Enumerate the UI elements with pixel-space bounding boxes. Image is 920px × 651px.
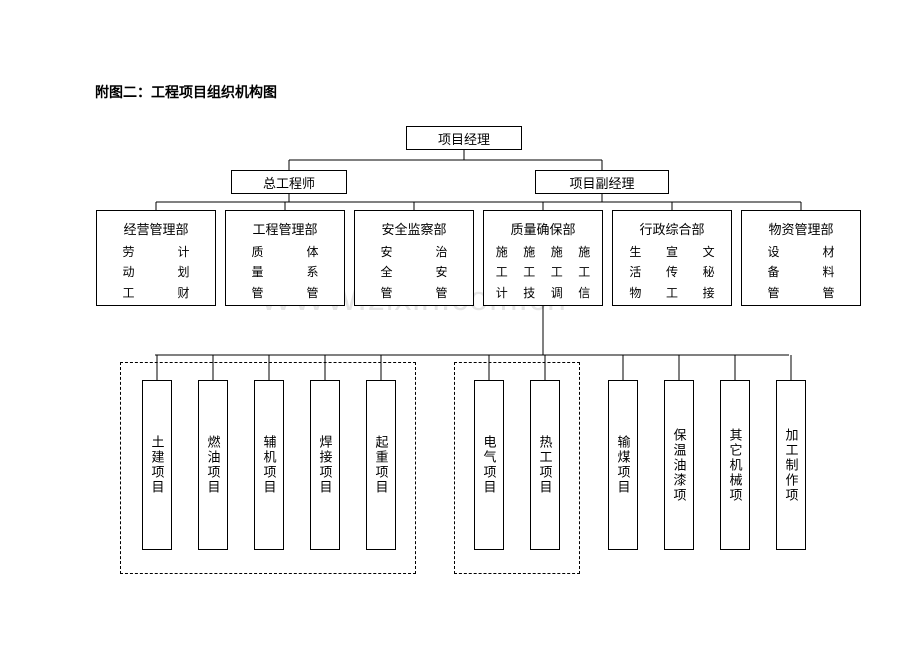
dept-cols: 施 工 计施 工 技施 工 调施 工 信: [484, 242, 602, 309]
dept-box-2: 安全监察部安 全 管 治 安 管: [354, 210, 474, 306]
dept-col: 生 活 物: [628, 242, 642, 303]
dept-col: 施 工 计: [495, 242, 509, 303]
node-l2a: 总工程师: [231, 170, 347, 194]
dept-col: 宣 传 工: [665, 242, 679, 303]
dept-cols: 质 量 管体 系 管: [226, 242, 344, 309]
project-box-9: 其它机械项: [720, 380, 750, 550]
dept-col: 治 安 管: [435, 242, 449, 303]
dept-col: 设 备 管: [767, 242, 781, 303]
project-box-8: 保温油漆项: [664, 380, 694, 550]
dept-title: 安全监察部: [355, 211, 473, 242]
project-box-7: 输煤项目: [608, 380, 638, 550]
dept-title: 物资管理部: [742, 211, 860, 242]
node-l2b: 项目副经理: [535, 170, 669, 194]
project-box-10: 加工制作项: [776, 380, 806, 550]
dept-col: 文 秘 接: [702, 242, 716, 303]
org-chart-page: 附图二：工程项目组织机构图 WWW.zixin.com.cn 项目经理总工程师项…: [0, 0, 920, 651]
dept-col: 施 工 信: [577, 242, 591, 303]
dept-box-0: 经营管理部劳 动 工 计 划 财: [96, 210, 216, 306]
dept-cols: 设 备 管材 料 管: [742, 242, 860, 309]
dept-title: 经营管理部: [97, 211, 215, 242]
dept-col: 质 量 管: [251, 242, 265, 303]
dept-box-5: 物资管理部设 备 管 材 料 管: [741, 210, 861, 306]
dept-box-3: 质量确保部施 工 计施 工 技施 工 调施 工 信: [483, 210, 603, 306]
dept-col: 劳 动 工: [122, 242, 136, 303]
project-box-6: 热工项目: [530, 380, 560, 550]
project-box-0: 土建项目: [142, 380, 172, 550]
dept-cols: 生 活 物宣 传 工文 秘 接: [613, 242, 731, 309]
dashed-group-1: [454, 362, 580, 574]
dept-cols: 劳 动 工计 划 财: [97, 242, 215, 309]
dept-title: 行政综合部: [613, 211, 731, 242]
dept-col: 施 工 调: [550, 242, 564, 303]
dept-col: 体 系 管: [306, 242, 320, 303]
project-box-4: 起重项目: [366, 380, 396, 550]
dept-cols: 安 全 管治 安 管: [355, 242, 473, 309]
dept-box-1: 工程管理部质 量 管 体 系 管: [225, 210, 345, 306]
project-box-1: 燃油项目: [198, 380, 228, 550]
node-root: 项目经理: [406, 126, 522, 150]
dept-title: 质量确保部: [484, 211, 602, 242]
dept-col: 计 划 财: [177, 242, 191, 303]
project-box-3: 焊接项目: [310, 380, 340, 550]
project-box-2: 辅机项目: [254, 380, 284, 550]
dept-col: 材 料 管: [822, 242, 836, 303]
dept-col: 施 工 技: [522, 242, 536, 303]
project-box-5: 电气项目: [474, 380, 504, 550]
dept-box-4: 行政综合部生 活 物 宣 传 工 文 秘 接: [612, 210, 732, 306]
dept-title: 工程管理部: [226, 211, 344, 242]
page-title: 附图二：工程项目组织机构图: [95, 82, 277, 102]
dept-col: 安 全 管: [380, 242, 394, 303]
